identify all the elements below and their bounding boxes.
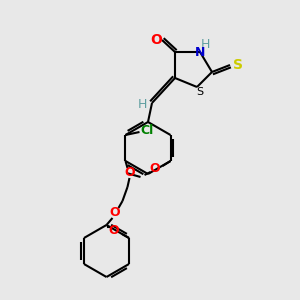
Text: O: O [150,33,162,47]
Text: S: S [196,87,204,97]
Text: O: O [109,224,119,236]
Text: H: H [200,38,210,50]
Text: O: O [124,167,135,179]
Text: O: O [109,206,120,220]
Text: O: O [149,163,160,176]
Text: S: S [233,58,243,72]
Text: Cl: Cl [141,124,154,136]
Text: H: H [137,98,147,112]
Text: N: N [195,46,205,59]
